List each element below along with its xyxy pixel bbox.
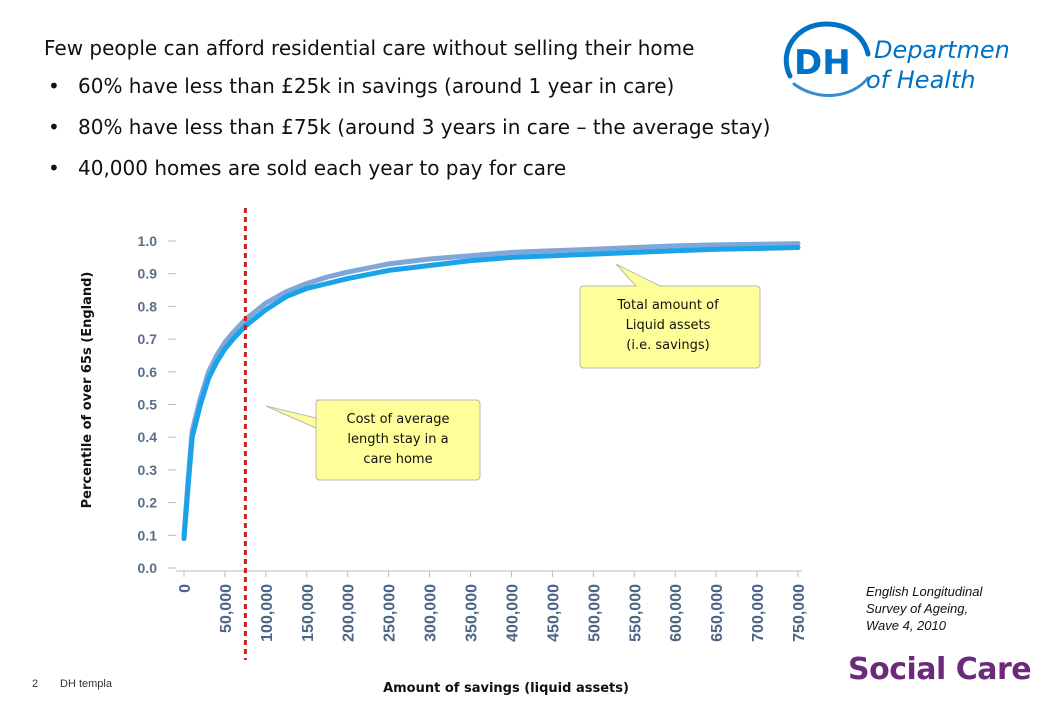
callout-average-stay: Cost of average length stay in a care ho…: [265, 399, 481, 481]
y-tick-label: 0.7: [138, 331, 158, 347]
footer-template-text: DH templa: [60, 678, 112, 690]
bullet-item: 80% have less than £75k (around 3 years …: [48, 115, 770, 156]
series-line: [181, 245, 801, 542]
y-tick-label: 0.3: [138, 462, 158, 478]
x-tick-label: 550,000: [627, 584, 644, 642]
x-tick-label: 700,000: [750, 584, 767, 642]
logo-line-1: Department: [874, 36, 1008, 64]
bullet-item: 40,000 homes are sold each year to pay f…: [48, 156, 770, 197]
x-tick-label: 500,000: [586, 584, 603, 642]
y-axis-label: Percentile of over 65s (England): [80, 272, 95, 509]
y-tick-label: 0.5: [138, 397, 158, 413]
x-tick-label: 50,000: [218, 584, 235, 633]
x-tick-label: 0: [177, 584, 194, 593]
x-tick-label: 250,000: [382, 584, 399, 642]
bullet-list: 60% have less than £25k in savings (arou…: [48, 74, 770, 197]
svg-text:Percentile of over 65s (Englan: Percentile of over 65s (England): [80, 272, 95, 509]
x-tick-label: 150,000: [300, 584, 317, 642]
series-line: [181, 241, 801, 538]
source-line: English Longitudinal: [866, 584, 983, 599]
x-axis-label: Amount of savings (liquid assets): [383, 681, 629, 696]
page-number: 2: [32, 678, 39, 690]
slide-headline: Few people can afford residential care w…: [44, 36, 695, 60]
y-tick-label: 1.0: [138, 233, 158, 249]
y-tick-label: 0.6: [138, 364, 158, 380]
callout-line: Total amount of: [616, 298, 719, 313]
x-tick-label: 300,000: [423, 584, 440, 642]
callout-line: length stay in a: [347, 432, 448, 447]
x-tick-label: 200,000: [341, 584, 358, 642]
x-tick-label: 100,000: [259, 584, 276, 642]
x-tick-label: 650,000: [709, 584, 726, 642]
callout-line: Cost of average: [347, 412, 450, 427]
y-tick-label: 0.1: [138, 527, 158, 543]
logo-initials: DH: [794, 43, 851, 83]
x-tick-label: 600,000: [668, 584, 685, 642]
social-care-brand: Social Care: [848, 652, 1032, 687]
source-line: Survey of Ageing,: [866, 601, 969, 616]
x-tick-label: 350,000: [464, 584, 481, 642]
y-tick-label: 0.8: [138, 298, 158, 314]
bullet-item: 60% have less than £25k in savings (arou…: [48, 74, 770, 115]
x-tick-label: 750,000: [791, 584, 808, 642]
callout-total-assets: Total amount of Liquid assets (i.e. savi…: [579, 263, 761, 369]
x-tick-label: 450,000: [545, 584, 562, 642]
department-of-health-logo: DH Department of Health: [783, 21, 1008, 97]
x-tick-label: 400,000: [504, 584, 521, 642]
callout-line: Liquid assets: [626, 318, 711, 333]
logo-line-2: of Health: [866, 66, 976, 94]
y-tick-label: 0.9: [138, 266, 158, 282]
y-tick-label: 0.0: [138, 560, 158, 576]
y-tick-label: 0.4: [138, 429, 158, 445]
callout-line: care home: [363, 452, 432, 467]
callout-line: (i.e. savings): [626, 338, 709, 353]
y-tick-label: 0.2: [138, 495, 158, 511]
source-line: Wave 4, 2010: [866, 618, 946, 633]
source-note: English Longitudinal Survey of Ageing, W…: [866, 583, 1016, 634]
